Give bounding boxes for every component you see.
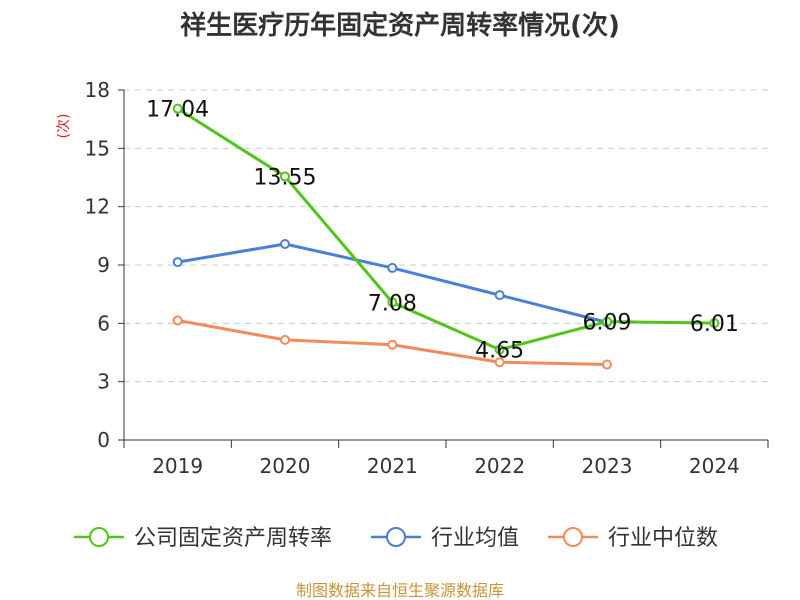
series (172, 103, 720, 370)
legend-item-0: 公司固定资产周转率 (74, 526, 332, 551)
legend: 公司固定资产周转率 行业均值 行业中位数 (74, 526, 718, 551)
y-tick-label-12: 12 (85, 195, 110, 219)
series-1-point-2021 (387, 262, 398, 273)
legend-swatch-marker-1 (386, 527, 406, 547)
source-note: 制图数据来自恒生聚源数据库 (296, 581, 504, 600)
series-2-point-2019 (172, 315, 183, 326)
legend-label-2: 行业中位数 (608, 526, 718, 551)
x-tick-label-2020: 2020 (260, 454, 311, 478)
y-tick-label-15: 15 (85, 136, 110, 160)
x-tick-label-2021: 2021 (367, 454, 418, 478)
y-axis-label: (次) (56, 114, 72, 139)
data-label-2021: 7.08 (368, 291, 417, 316)
data-label-2022: 4.65 (475, 339, 524, 364)
chart-title: 祥生医疗历年固定资产周转率情况(次) (180, 10, 620, 41)
series-2-point-2022 (494, 357, 505, 368)
series-0-point-2020 (280, 171, 290, 182)
series-0-point-2022 (494, 344, 505, 355)
series-0-point-2019 (172, 103, 183, 114)
legend-swatch-marker-2 (563, 527, 583, 547)
y-tick-label-18: 18 (85, 78, 110, 102)
x-tick-label-2023: 2023 (582, 454, 633, 478)
y-tick-label-0: 0 (97, 428, 110, 452)
legend-label-0: 公司固定资产周转率 (134, 526, 332, 551)
legend-swatch-marker-0 (89, 527, 109, 547)
x-tick-label-2019: 2019 (152, 454, 203, 478)
legend-item-2: 行业中位数 (548, 526, 718, 551)
series-2-point-2021 (387, 339, 398, 350)
data-label-2024: 6.01 (690, 312, 739, 337)
data-label-2020: 13.55 (254, 166, 317, 191)
y-tick-label-6: 6 (97, 311, 110, 335)
legend-label-1: 行业均值 (431, 526, 519, 551)
series-2-point-2020 (280, 334, 290, 345)
axes: 0 3 6 9 12 15 18 2019 2020 2021 2022 2023 2024 (85, 78, 769, 478)
data-labels: 17.04 13.55 7.08 4.65 6.09 6.01 (146, 98, 739, 364)
series-1-point-2020 (280, 239, 290, 249)
y-tick-label-3: 3 (97, 370, 110, 394)
data-label-2023: 6.09 (583, 311, 632, 336)
series-1-point-2019 (172, 257, 183, 268)
series-1-point-2022 (494, 290, 505, 301)
legend-item-1: 行业均值 (371, 526, 519, 551)
x-tick-label-2024: 2024 (689, 454, 740, 478)
series-0-point-2021 (387, 297, 398, 308)
grid (124, 89, 768, 383)
series-0-point-2024 (709, 318, 720, 329)
data-label-2019: 17.04 (146, 98, 209, 123)
y-tick-label-9: 9 (97, 253, 110, 277)
series-2-point-2023 (602, 359, 612, 370)
series-line-0 (176, 107, 715, 352)
x-tick-label-2022: 2022 (474, 454, 525, 478)
series-0-point-2023 (602, 316, 612, 327)
